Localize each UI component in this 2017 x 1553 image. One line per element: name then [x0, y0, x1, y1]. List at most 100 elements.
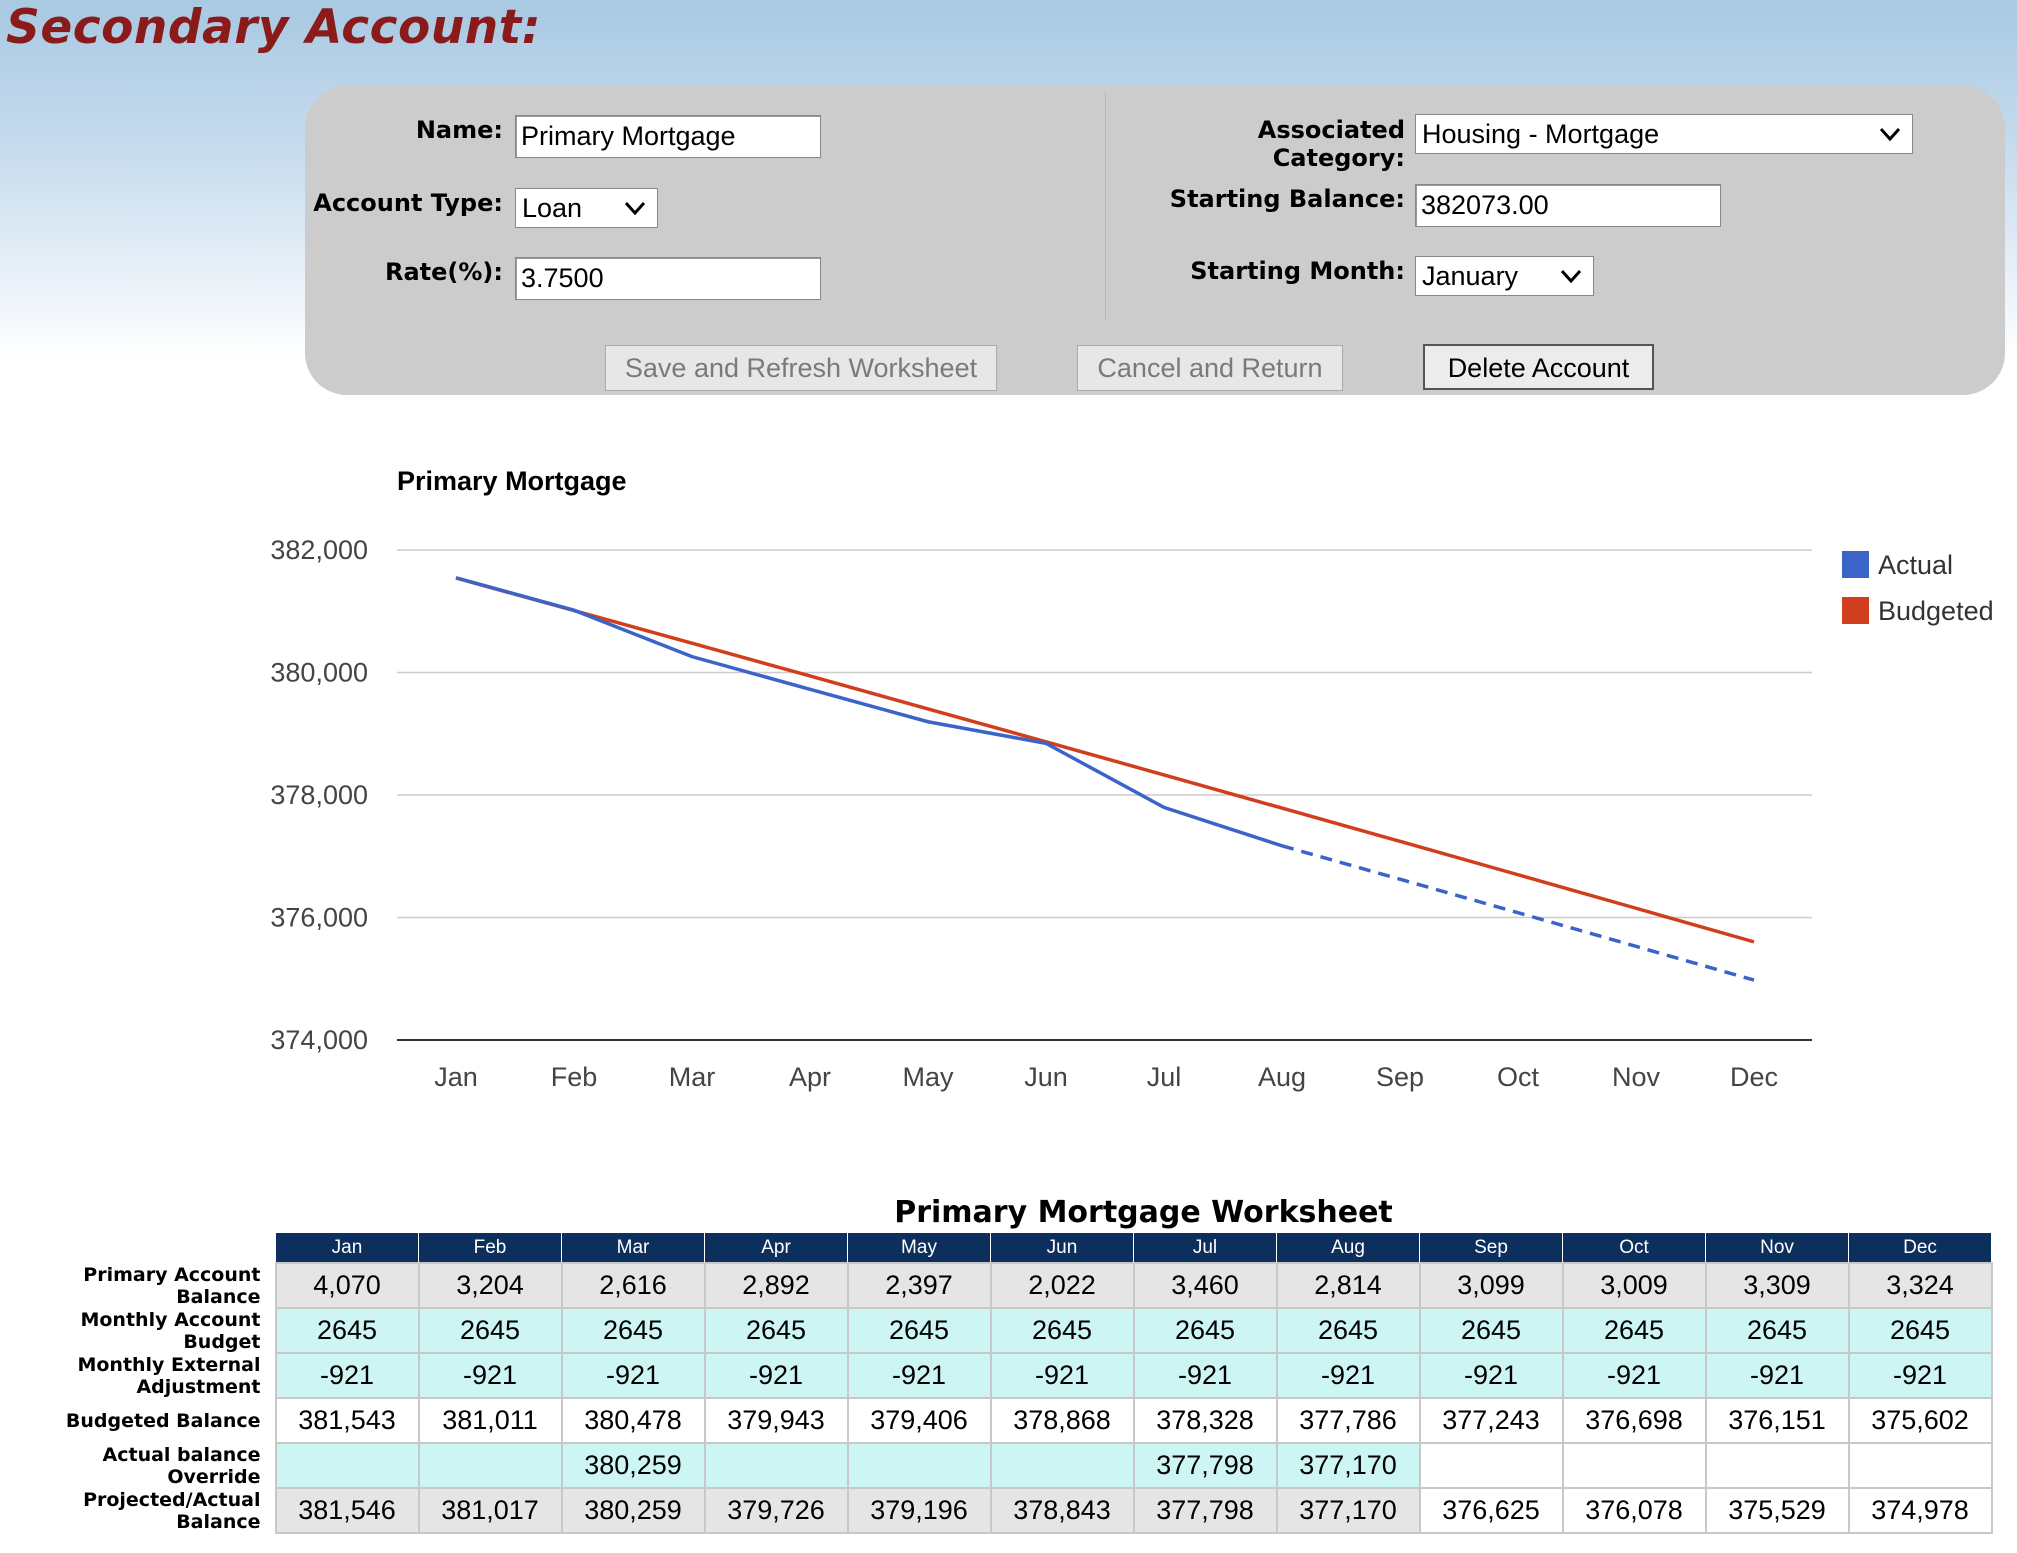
table-cell[interactable]: -921: [989, 1352, 1135, 1399]
table-cell: 378,868: [989, 1397, 1135, 1444]
table-cell: 379,943: [703, 1397, 849, 1444]
x-tick-label: Oct: [1497, 1062, 1540, 1092]
starting-balance-input[interactable]: [1415, 184, 1721, 227]
table-cell: 3,009: [1561, 1262, 1707, 1309]
table-cell: 376,698: [1561, 1397, 1707, 1444]
starting-month-select[interactable]: January: [1415, 256, 1594, 296]
table-cell: 376,625: [1418, 1487, 1564, 1534]
column-header: Jan: [275, 1232, 419, 1264]
column-header: Nov: [1705, 1232, 1849, 1264]
legend-swatch-actual: [1842, 551, 1869, 578]
table-cell: 377,243: [1418, 1397, 1564, 1444]
table-cell[interactable]: -921: [1847, 1352, 1993, 1399]
associated-category-select[interactable]: Housing - Mortgage: [1415, 114, 1913, 154]
table-cell[interactable]: -921: [1132, 1352, 1278, 1399]
name-label: Name:: [415, 116, 503, 144]
table-cell[interactable]: 2645: [417, 1307, 563, 1354]
table-cell[interactable]: 2645: [1561, 1307, 1707, 1354]
table-cell: 379,196: [846, 1487, 992, 1534]
delete-account-button[interactable]: Delete Account: [1423, 344, 1654, 390]
table-cell[interactable]: 2645: [989, 1307, 1135, 1354]
table-cell: 380,478: [560, 1397, 706, 1444]
table-cell[interactable]: [1847, 1442, 1993, 1489]
table-cell: 2,616: [560, 1262, 706, 1309]
starting-month-value: January: [1422, 261, 1519, 291]
table-cell[interactable]: [703, 1442, 849, 1489]
account-form-panel: Name: Account Type: Loan Rate(%): Associ…: [305, 86, 2005, 395]
table-cell: 3,099: [1418, 1262, 1564, 1309]
table-row: Actual balance Override 380,259 377,798 377…: [8, 1442, 1993, 1489]
x-tick-label: Sep: [1376, 1062, 1424, 1092]
name-input[interactable]: [515, 115, 821, 158]
column-header: Dec: [1848, 1232, 1992, 1264]
table-cell[interactable]: -921: [560, 1352, 706, 1399]
table-cell[interactable]: [1561, 1442, 1707, 1489]
row-label: Monthly Account Budget: [80, 1308, 261, 1353]
table-cell[interactable]: [1704, 1442, 1850, 1489]
column-header: Mar: [561, 1232, 705, 1264]
x-tick-label: Aug: [1258, 1062, 1306, 1092]
table-cell: 2,892: [703, 1262, 849, 1309]
x-tick-label: Dec: [1730, 1062, 1778, 1092]
y-tick-label: 374,000: [270, 1025, 368, 1055]
y-tick-label: 382,000: [270, 535, 368, 565]
chart-title: Primary Mortgage: [397, 466, 627, 496]
table-cell[interactable]: 2645: [274, 1307, 420, 1354]
column-header: Jul: [1133, 1232, 1277, 1264]
table-cell[interactable]: 2645: [560, 1307, 706, 1354]
table-cell: 381,017: [417, 1487, 563, 1534]
series-line-actual: [455, 576, 1283, 848]
cancel-return-button[interactable]: Cancel and Return: [1077, 345, 1343, 391]
table-cell[interactable]: 2645: [846, 1307, 992, 1354]
column-header: Feb: [418, 1232, 562, 1264]
table-cell: 2,814: [1275, 1262, 1421, 1309]
table-cell[interactable]: -921: [846, 1352, 992, 1399]
table-cell[interactable]: 380,259: [560, 1442, 706, 1489]
table-cell[interactable]: 2645: [1275, 1307, 1421, 1354]
row-label: Actual balance Override: [102, 1443, 261, 1488]
table-cell[interactable]: [989, 1442, 1135, 1489]
table-cell[interactable]: [846, 1442, 992, 1489]
table-cell: 378,328: [1132, 1397, 1278, 1444]
rate-input[interactable]: [515, 257, 821, 300]
table-cell[interactable]: -921: [1418, 1352, 1564, 1399]
table-cell: 375,529: [1704, 1487, 1850, 1534]
starting-month-label: Starting Month:: [1190, 257, 1405, 285]
y-tick-label: 380,000: [270, 658, 368, 688]
legend-label-budgeted: Budgeted: [1878, 596, 1994, 626]
table-cell: 381,011: [417, 1397, 563, 1444]
table-cell[interactable]: 377,798: [1132, 1442, 1278, 1489]
table-cell: 376,151: [1704, 1397, 1850, 1444]
table-cell[interactable]: -921: [1704, 1352, 1850, 1399]
account-type-select[interactable]: Loan: [515, 188, 658, 228]
table-cell[interactable]: -921: [703, 1352, 849, 1399]
table-cell[interactable]: 2645: [1132, 1307, 1278, 1354]
table-cell[interactable]: 2645: [1418, 1307, 1564, 1354]
x-tick-label: May: [902, 1062, 954, 1092]
table-cell[interactable]: -921: [417, 1352, 563, 1399]
table-cell[interactable]: 2645: [1704, 1307, 1850, 1354]
series-line-budgeted: [455, 576, 1755, 944]
save-refresh-button[interactable]: Save and Refresh Worksheet: [605, 345, 997, 391]
table-cell[interactable]: -921: [1561, 1352, 1707, 1399]
table-cell: 4,070: [274, 1262, 420, 1309]
table-cell[interactable]: -921: [1275, 1352, 1421, 1399]
associated-category-value: Housing - Mortgage: [1422, 119, 1660, 149]
table-cell[interactable]: [417, 1442, 563, 1489]
table-cell: 3,309: [1704, 1262, 1850, 1309]
worksheet-title: Primary Mortgage Worksheet: [894, 1195, 1393, 1230]
table-cell: 3,204: [417, 1262, 563, 1309]
table-cell[interactable]: [1418, 1442, 1564, 1489]
table-cell[interactable]: 377,170: [1275, 1442, 1421, 1489]
table-cell[interactable]: 2645: [703, 1307, 849, 1354]
account-type-value: Loan: [522, 193, 583, 223]
table-cell[interactable]: 2645: [1847, 1307, 1993, 1354]
table-cell[interactable]: -921: [274, 1352, 420, 1399]
table-cell: 381,543: [274, 1397, 420, 1444]
table-cell: 379,406: [846, 1397, 992, 1444]
table-cell: 377,798: [1132, 1487, 1278, 1534]
series-line-actual-projected: [1281, 844, 1755, 982]
table-cell[interactable]: [274, 1442, 420, 1489]
column-header: Oct: [1562, 1232, 1706, 1264]
table-row: Monthly External Adjustment -921 -921 -921-…: [8, 1352, 1993, 1399]
